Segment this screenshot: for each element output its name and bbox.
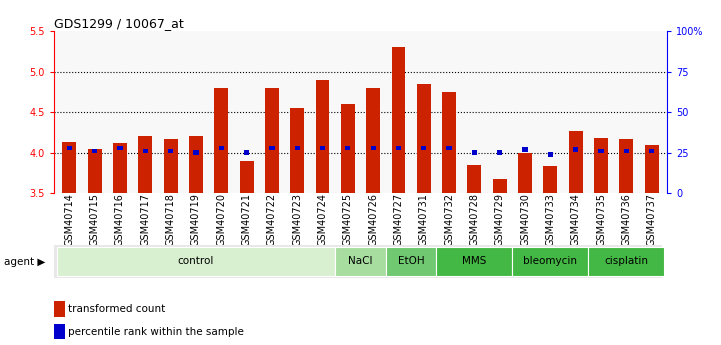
Bar: [442, 92, 456, 193]
Bar: [239, 161, 254, 193]
Text: percentile rank within the sample: percentile rank within the sample: [68, 327, 244, 337]
Text: GSM40723: GSM40723: [292, 193, 302, 246]
Bar: [189, 136, 203, 193]
Text: GSM40731: GSM40731: [419, 193, 429, 246]
Bar: [218, 146, 224, 150]
Text: GSM40717: GSM40717: [141, 193, 150, 246]
Text: GSM40727: GSM40727: [394, 193, 404, 246]
Text: GSM40725: GSM40725: [343, 193, 353, 246]
FancyBboxPatch shape: [335, 247, 386, 276]
Bar: [548, 152, 553, 157]
Bar: [168, 149, 173, 153]
Bar: [291, 108, 304, 193]
Bar: [392, 47, 405, 193]
Text: GSM40721: GSM40721: [242, 193, 252, 246]
Text: bleomycin: bleomycin: [523, 256, 578, 266]
Bar: [193, 150, 198, 155]
Bar: [295, 146, 300, 150]
Text: GSM40715: GSM40715: [89, 193, 99, 246]
Text: NaCl: NaCl: [348, 256, 373, 266]
Bar: [92, 149, 97, 153]
Bar: [164, 139, 177, 193]
Bar: [214, 88, 228, 193]
Text: cisplatin: cisplatin: [604, 256, 648, 266]
Bar: [118, 146, 123, 150]
Bar: [54, 324, 65, 339]
Bar: [138, 136, 152, 193]
Text: GSM40729: GSM40729: [495, 193, 505, 246]
Bar: [417, 84, 430, 193]
Bar: [341, 104, 355, 193]
Text: GSM40732: GSM40732: [444, 193, 454, 246]
Text: GSM40724: GSM40724: [317, 193, 327, 246]
Text: GSM40722: GSM40722: [267, 193, 277, 246]
Bar: [316, 80, 329, 193]
Text: agent ▶: agent ▶: [4, 257, 45, 266]
Bar: [619, 139, 633, 193]
Text: GSM40736: GSM40736: [622, 193, 632, 246]
Bar: [62, 142, 76, 193]
Bar: [544, 166, 557, 193]
Bar: [265, 88, 279, 193]
Bar: [345, 146, 350, 150]
Bar: [573, 147, 578, 152]
Text: GSM40716: GSM40716: [115, 193, 125, 246]
Bar: [624, 149, 629, 153]
Bar: [497, 150, 503, 155]
Text: GSM40726: GSM40726: [368, 193, 378, 246]
Bar: [594, 138, 608, 193]
Bar: [569, 131, 583, 193]
Text: GSM40733: GSM40733: [545, 193, 555, 246]
Bar: [366, 88, 380, 193]
Text: GDS1299 / 10067_at: GDS1299 / 10067_at: [54, 17, 184, 30]
Bar: [269, 146, 275, 150]
Text: control: control: [177, 256, 214, 266]
Text: GSM40735: GSM40735: [596, 193, 606, 246]
Bar: [518, 152, 532, 193]
Bar: [143, 149, 148, 153]
Bar: [320, 146, 325, 150]
FancyBboxPatch shape: [57, 247, 335, 276]
Bar: [598, 149, 603, 153]
FancyBboxPatch shape: [436, 247, 513, 276]
FancyBboxPatch shape: [54, 245, 662, 278]
Bar: [88, 149, 102, 193]
Bar: [421, 146, 426, 150]
Text: EtOH: EtOH: [398, 256, 425, 266]
Bar: [244, 150, 249, 155]
Bar: [113, 143, 127, 193]
Text: GSM40714: GSM40714: [64, 193, 74, 246]
Text: transformed count: transformed count: [68, 304, 165, 314]
Bar: [472, 150, 477, 155]
FancyBboxPatch shape: [588, 247, 664, 276]
Text: MMS: MMS: [462, 256, 487, 266]
Bar: [371, 146, 376, 150]
Bar: [523, 147, 528, 152]
Bar: [396, 146, 401, 150]
Text: GSM40737: GSM40737: [647, 193, 657, 246]
Bar: [446, 146, 452, 150]
Bar: [649, 149, 655, 153]
Bar: [645, 145, 659, 193]
Text: GSM40720: GSM40720: [216, 193, 226, 246]
Bar: [467, 165, 482, 193]
Text: GSM40728: GSM40728: [469, 193, 479, 246]
Text: GSM40718: GSM40718: [166, 193, 176, 246]
Bar: [54, 301, 65, 317]
FancyBboxPatch shape: [386, 247, 436, 276]
Text: GSM40734: GSM40734: [571, 193, 580, 246]
Bar: [493, 179, 507, 193]
Text: GSM40719: GSM40719: [191, 193, 201, 246]
FancyBboxPatch shape: [513, 247, 588, 276]
Bar: [66, 146, 72, 150]
Text: GSM40730: GSM40730: [520, 193, 530, 246]
